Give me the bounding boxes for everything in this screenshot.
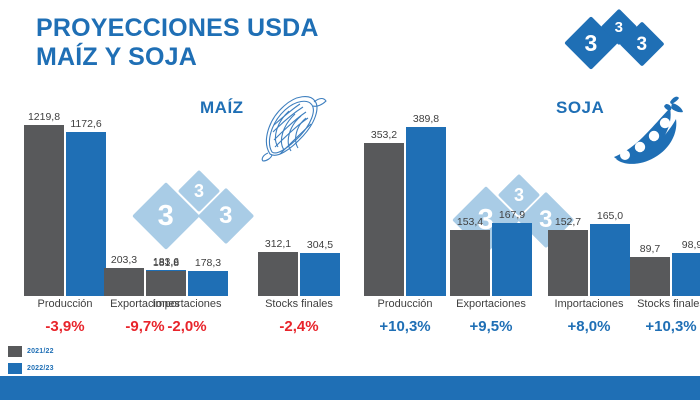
percent-change-label: +10,3% xyxy=(379,318,431,335)
bar-prev: 181,8 xyxy=(146,257,186,296)
bar-group: 353,2 389,8 Producción +10,3% xyxy=(364,90,446,335)
bar-value-label: 1172,6 xyxy=(70,118,102,130)
bar-prev: 203,3 xyxy=(104,254,144,296)
soybean-pod-icon xyxy=(614,96,683,164)
bar-curr: 167,9 xyxy=(492,209,532,296)
chart-heading-soja: SOJA xyxy=(556,98,605,117)
percent-change-label: +10,3% xyxy=(645,318,697,335)
percent-change-label: +9,5% xyxy=(469,318,513,335)
bar-prev: 312,1 xyxy=(258,238,298,296)
legend-item: 2021/22 xyxy=(8,345,54,358)
legend: 2021/22 2022/23 xyxy=(8,345,54,379)
bar-value-label: 1219,8 xyxy=(27,111,61,123)
bar-curr: 389,8 xyxy=(406,113,446,296)
bar-prev: 1219,8 xyxy=(24,111,64,296)
bar-value-label: 98,9 xyxy=(681,239,700,251)
legend-label-2021-22: 2021/22 xyxy=(27,348,54,355)
percent-change-label: -9,7% xyxy=(125,318,165,335)
category-label: Exportaciones xyxy=(110,298,180,310)
chart-heading-maiz: MAÍZ xyxy=(200,98,244,117)
plot-area-maiz: 1219,8 1172,6 Producción -3,9% 203,3 183,6 Exp… xyxy=(0,90,350,335)
bar-prev: 152,7 xyxy=(548,216,588,296)
bar-prev: 153,4 xyxy=(450,216,490,296)
plot-area-soja: 353,2 389,8 Producción +10,3% 153,4 167,9 Expo… xyxy=(350,90,700,335)
bar-value-label: 353,2 xyxy=(370,129,398,141)
bar-group: 153,4 167,9 Exportaciones +9,5% xyxy=(450,90,532,335)
bar-value-label: 312,1 xyxy=(264,238,292,250)
legend-swatch-2021-22 xyxy=(8,346,22,357)
bar-value-label: 181,8 xyxy=(152,257,180,269)
bar-value-label: 304,5 xyxy=(306,239,334,251)
bar-group: 152,7 165,0 Importaciones +8,0% xyxy=(548,90,630,335)
bar-value-label: 167,9 xyxy=(498,209,526,221)
bar-value-label: 153,4 xyxy=(456,216,484,228)
legend-label-2022-23: 2022/23 xyxy=(27,365,54,372)
category-label: Producción xyxy=(377,298,433,310)
logo-digit: 3 xyxy=(636,33,648,55)
three-diamonds-logo: 3 3 3 xyxy=(564,8,684,72)
percent-change-label: +8,0% xyxy=(567,318,611,335)
bar-curr: 178,3 xyxy=(188,257,228,296)
category-label: Producción xyxy=(37,298,93,310)
bar-value-label: 89,7 xyxy=(639,243,661,255)
bar-group: 89,7 98,9 Stocks finales +10,3% xyxy=(630,90,700,335)
footer-band xyxy=(0,376,700,400)
page-title: PROYECCIONES USDA MAÍZ Y SOJA xyxy=(36,14,319,71)
bar-group: 181,8 178,3 Importaciones -2,0% xyxy=(146,90,228,335)
bar-curr: 304,5 xyxy=(300,239,340,296)
legend-swatch-2022-23 xyxy=(8,363,22,374)
category-label: Stocks finales xyxy=(637,298,700,310)
percent-change-label: -3,9% xyxy=(45,318,85,335)
bar-curr: 98,9 xyxy=(672,239,700,296)
bar-value-label: 203,3 xyxy=(110,254,138,266)
chart-panel-soja: 353,2 389,8 Producción +10,3% 153,4 167,9 Expo… xyxy=(350,90,700,355)
bar-value-label: 389,8 xyxy=(412,113,440,125)
bar-curr: 165,0 xyxy=(590,210,630,296)
bar-prev: 89,7 xyxy=(630,243,670,296)
chart-panel-maiz: 1219,8 1172,6 Producción -3,9% 203,3 183,6 Exp… xyxy=(0,90,350,355)
bar-value-label: 178,3 xyxy=(194,257,222,269)
percent-change-label: -2,4% xyxy=(279,318,319,335)
bar-group: 1219,8 1172,6 Producción -3,9% xyxy=(24,90,106,335)
bar-curr: 1172,6 xyxy=(66,118,106,296)
bar-value-label: 183,6 xyxy=(152,256,180,268)
category-label: Exportaciones xyxy=(456,298,526,310)
category-label: Importaciones xyxy=(152,298,222,310)
logo-digit: 3 xyxy=(614,18,624,36)
category-label: Stocks finales xyxy=(265,298,333,310)
percent-change-label: -2,0% xyxy=(167,318,207,335)
bar-group: 312,1 304,5 Stocks finales -2,4% xyxy=(258,90,340,335)
bar-value-label: 165,0 xyxy=(596,210,624,222)
corn-cob-icon xyxy=(261,96,327,162)
category-label: Importaciones xyxy=(554,298,624,310)
legend-item: 2022/23 xyxy=(8,362,54,375)
logo-digit: 3 xyxy=(584,29,598,56)
bar-value-label: 152,7 xyxy=(554,216,582,228)
bar-prev: 353,2 xyxy=(364,129,404,296)
